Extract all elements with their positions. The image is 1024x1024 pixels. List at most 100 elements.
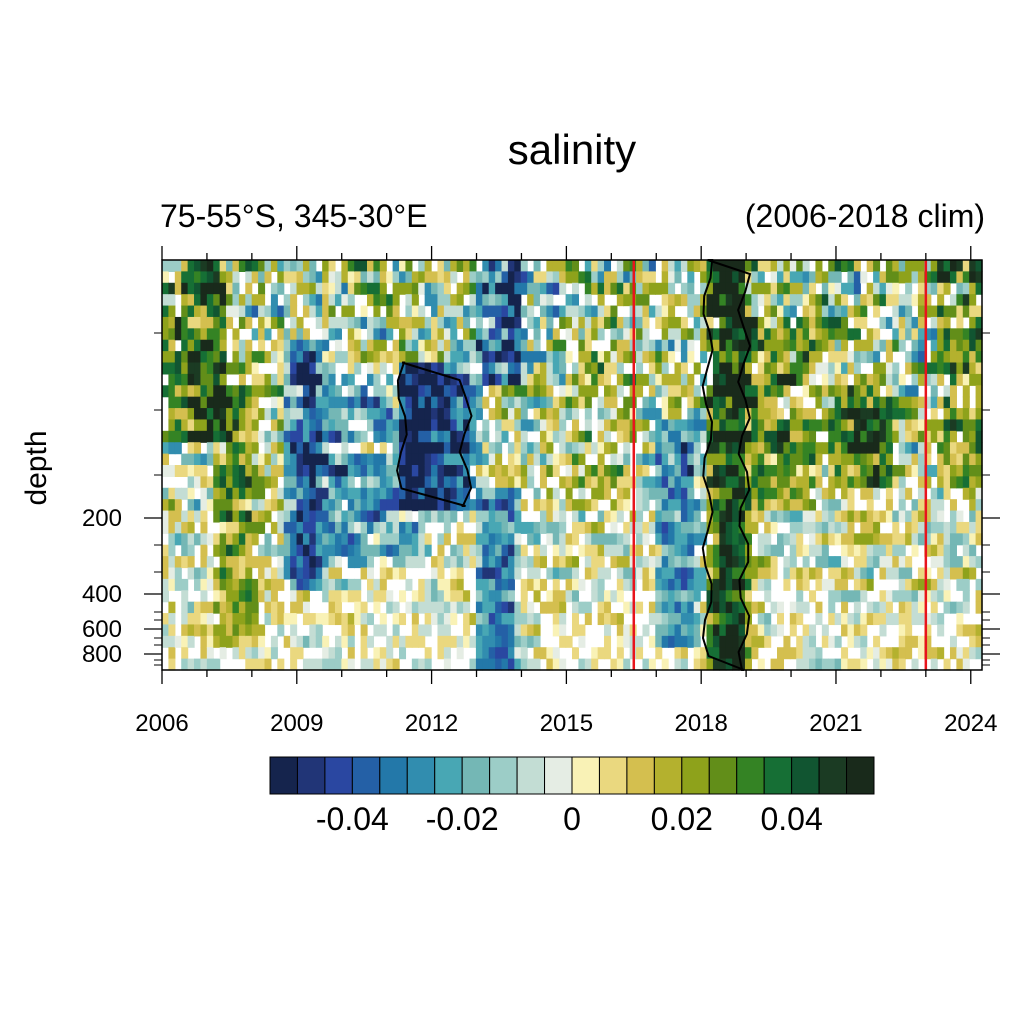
heatmap-cell [379, 351, 387, 364]
heatmap-cell [360, 442, 368, 455]
heatmap-cell [174, 396, 182, 409]
heatmap-cell [251, 419, 259, 432]
heatmap-cell [469, 635, 477, 648]
heatmap-cell [443, 556, 451, 569]
heatmap-cell [668, 282, 676, 295]
heatmap-cell [411, 339, 419, 352]
heatmap-cell [347, 453, 355, 466]
heatmap-cell [482, 430, 490, 443]
heatmap-cell [873, 305, 881, 318]
heatmap-cell [719, 624, 727, 637]
heatmap-cell [443, 510, 451, 523]
heatmap-cell [245, 578, 253, 591]
heatmap-cell [277, 556, 285, 569]
heatmap-cell [418, 305, 426, 318]
heatmap-cell [860, 408, 868, 421]
heatmap-cell [719, 521, 727, 534]
heatmap-cell [911, 635, 919, 648]
heatmap-cell [584, 362, 592, 375]
heatmap-cell [655, 556, 663, 569]
heatmap-cell [322, 658, 330, 671]
heatmap-cell [174, 465, 182, 477]
heatmap-cell [533, 294, 541, 307]
heatmap-cell [264, 499, 272, 512]
heatmap-cell [309, 294, 317, 307]
heatmap-cell [520, 465, 528, 477]
heatmap-cell [783, 465, 791, 477]
heatmap-cell [674, 487, 682, 500]
heatmap-cell [367, 658, 375, 671]
heatmap-cell [213, 499, 221, 512]
heatmap-cell [168, 442, 176, 455]
colorbar-swatch [571, 756, 600, 795]
heatmap-cell [597, 373, 605, 386]
heatmap-cell [898, 408, 906, 421]
heatmap-cell [456, 635, 464, 648]
heatmap-cell [296, 601, 304, 614]
heatmap-cell [495, 635, 503, 648]
heatmap-cell [514, 271, 522, 284]
heatmap-cell [232, 362, 240, 375]
heatmap-cell [892, 316, 900, 329]
heatmap-cell [379, 578, 387, 591]
heatmap-cell [917, 328, 925, 341]
heatmap-cell [174, 430, 182, 443]
heatmap-cell [431, 465, 439, 477]
heatmap-cell [616, 453, 624, 466]
heatmap-cell [642, 373, 650, 386]
heatmap-cell [277, 396, 285, 409]
heatmap-cell [744, 294, 752, 307]
heatmap-cell [962, 271, 970, 284]
heatmap-cell [162, 510, 170, 523]
heatmap-cell [732, 499, 740, 512]
heatmap-cell [911, 351, 919, 364]
heatmap-cell [341, 544, 349, 557]
heatmap-cell [373, 601, 381, 614]
heatmap-cell [937, 305, 945, 318]
heatmap-cell [853, 373, 861, 386]
heatmap-cell [495, 316, 503, 329]
heatmap-cell [501, 419, 509, 432]
heatmap-cell [162, 351, 170, 364]
heatmap-cell [552, 465, 560, 477]
heatmap-cell [488, 316, 496, 329]
heatmap-cell [507, 578, 515, 591]
heatmap-cell [495, 362, 503, 375]
heatmap-cell [488, 590, 496, 603]
heatmap-cell [194, 316, 202, 329]
heatmap-cell [841, 305, 849, 318]
heatmap-cell [700, 396, 708, 409]
heatmap-cell [597, 510, 605, 523]
heatmap-cell [885, 601, 893, 614]
heatmap-cell [885, 430, 893, 443]
heatmap-cell [501, 408, 509, 421]
heatmap-cell [181, 635, 189, 648]
heatmap-cell [174, 282, 182, 295]
heatmap-cell [732, 351, 740, 364]
heatmap-cell [194, 339, 202, 352]
heatmap-cell [405, 385, 413, 398]
heatmap-cell [315, 396, 323, 409]
heatmap-cell [962, 624, 970, 637]
heatmap-cell [347, 613, 355, 626]
colorbar-swatch [598, 756, 628, 795]
heatmap-cell [873, 510, 881, 523]
heatmap-cell [975, 510, 983, 523]
heatmap-cell [386, 544, 394, 557]
heatmap-cell [341, 510, 349, 523]
heatmap-cell [738, 613, 746, 626]
heatmap-cell [757, 601, 765, 614]
heatmap-cell [367, 271, 375, 284]
heatmap-cell [469, 294, 477, 307]
heatmap-cell [764, 624, 772, 637]
heatmap-cell [655, 453, 663, 466]
heatmap-cell [213, 385, 221, 398]
heatmap-cell [777, 316, 785, 329]
heatmap-cell [328, 465, 336, 477]
heatmap-cell [386, 419, 394, 432]
heatmap-cell [200, 624, 208, 637]
heatmap-cell [706, 510, 714, 523]
heatmap-cell [873, 294, 881, 307]
heatmap-cell [642, 430, 650, 443]
heatmap-cell [597, 453, 605, 466]
